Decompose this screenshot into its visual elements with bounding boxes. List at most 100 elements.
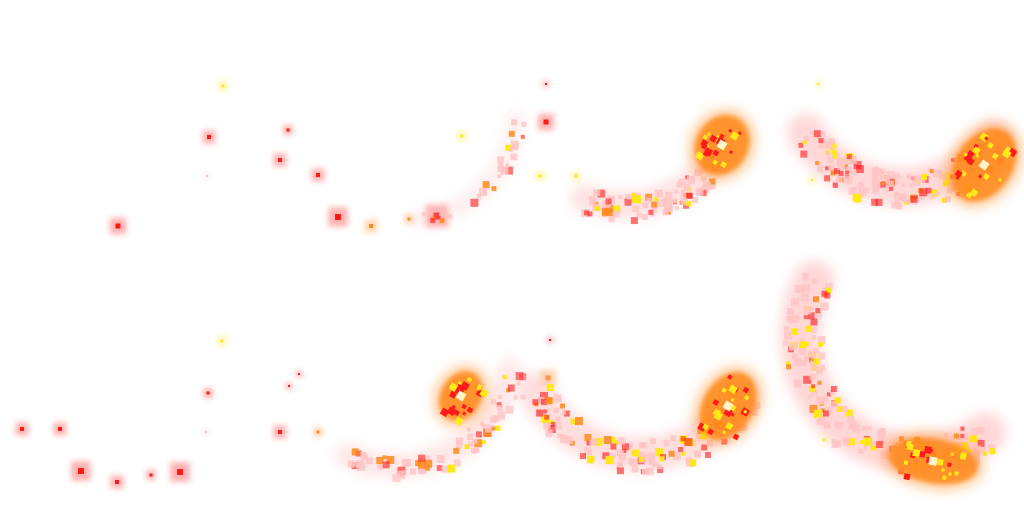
- ember-arc-fragment: [415, 460, 422, 467]
- ember-arc-fragment: [894, 173, 901, 180]
- ember: [278, 158, 282, 162]
- ember-arc-fragment: [638, 456, 644, 462]
- sprite-frame-row1-frame4: [787, 80, 1023, 210]
- ember-arc-fragment: [821, 395, 828, 402]
- ember: [221, 84, 225, 88]
- sprite-frame-row1-frame2: [273, 110, 527, 233]
- ember-arc-fragment: [554, 422, 562, 430]
- fireball-head-pixel: [439, 407, 450, 418]
- ember-arc-fragment: [784, 331, 793, 340]
- fireball-head-pixel: [737, 131, 742, 136]
- ember-arc-fragment: [672, 198, 677, 204]
- ember-arc-fragment: [802, 140, 807, 145]
- ember-arc-fragment: [815, 308, 821, 313]
- fireball-head-pixel: [966, 149, 975, 159]
- ember-arc-fragment: [641, 214, 648, 220]
- fireball-head-pixel: [986, 141, 994, 149]
- ember-arc-fragment: [680, 436, 686, 442]
- ember: [538, 174, 542, 178]
- ember-arc-fragment: [816, 417, 825, 426]
- ember-arc-fragment: [880, 169, 886, 175]
- ember-arc-fragment: [631, 195, 639, 203]
- ember-arc-fragment: [817, 131, 826, 140]
- ember-arc-fragment: [875, 198, 883, 206]
- ember-arc-fragment: [844, 437, 851, 444]
- ember-arc-fragment: [545, 397, 553, 404]
- fireball-head-pixel: [702, 423, 709, 431]
- ember-arc-fragment: [955, 433, 962, 440]
- ember-arc-fragment: [886, 180, 895, 189]
- ember: [574, 174, 578, 178]
- ember-arc-fragment: [848, 155, 857, 164]
- ember-arc-fragment: [586, 440, 592, 446]
- ember-arc-fragment: [918, 193, 925, 200]
- ember-arc-fragment: [560, 434, 566, 440]
- ember-arc-fragment: [837, 161, 846, 170]
- fireball-head: [693, 366, 763, 446]
- ember-arc-fragment: [810, 327, 817, 334]
- ember-arc-fragment: [970, 435, 978, 443]
- ember-arc-fragment: [646, 197, 652, 203]
- ember-arc-fragment: [551, 421, 556, 427]
- ember-arc-fragment: [843, 156, 852, 165]
- ember-arc-fragment: [935, 191, 940, 196]
- fireball-head-pixel: [950, 452, 955, 456]
- fireball-head-pixel: [727, 374, 733, 380]
- ember-arc-fragment: [830, 169, 837, 176]
- ember-arc-fragment: [832, 143, 837, 148]
- ember-arc-fragment: [799, 338, 805, 344]
- ember-arc-fragment: [377, 463, 384, 470]
- fireball-head-pixel: [712, 159, 718, 166]
- ember-arc-fragment: [835, 421, 843, 429]
- ember-arc-fragment: [878, 437, 885, 444]
- fireball-head-pixel: [448, 382, 459, 392]
- ember-arc-fragment: [689, 459, 697, 467]
- ember: [278, 430, 282, 434]
- ember-arc-fragment: [511, 119, 518, 126]
- ember-arc-fragment: [944, 433, 949, 438]
- ember-arc-fragment: [382, 455, 387, 460]
- ember-arc-fragment: [480, 421, 485, 426]
- ember-arc-fragment: [953, 433, 959, 439]
- fireball-head-pixel: [700, 142, 708, 150]
- ember-arc-fragment: [807, 351, 816, 360]
- ember: [177, 469, 183, 475]
- ember-arc-fragment: [418, 460, 427, 469]
- ember-arc-fragment: [825, 287, 831, 294]
- ember-arc-fragment: [786, 364, 792, 370]
- ember-arc-fragment: [891, 201, 899, 209]
- ember: [543, 119, 549, 125]
- ember-arc-fragment: [505, 144, 512, 151]
- ember-arc-fragment: [507, 384, 515, 392]
- fireball-head-pixel: [959, 453, 967, 460]
- ember-arc-fragment: [602, 452, 610, 460]
- ember-arc-fragment: [386, 455, 395, 464]
- fireball-head-pixel: [972, 146, 981, 155]
- ember: [823, 439, 825, 441]
- ember-arc-fragment: [909, 183, 914, 188]
- ember-arc-fragment: [360, 451, 367, 458]
- ember-arc-fragment: [481, 440, 486, 444]
- ember-arc-fragment: [970, 428, 978, 436]
- ember-arc-fragment: [612, 210, 620, 218]
- ember-arc-fragment: [803, 375, 812, 384]
- ember-arc-fragment: [805, 341, 809, 346]
- ember-arc-fragment: [680, 193, 687, 200]
- ember-arc-fragment: [662, 209, 669, 216]
- ember-arc-fragment: [801, 288, 806, 293]
- ember-arc-fragment: [809, 385, 815, 392]
- ember-arc-fragment: [793, 358, 802, 367]
- ember-arc-fragment: [804, 356, 811, 363]
- ember-arc-fragment: [846, 166, 853, 173]
- fireball-head-pixel: [906, 443, 914, 451]
- ember-arc-fragment: [817, 341, 823, 347]
- ember-arc-fragment: [622, 443, 629, 451]
- ember-arc-fragment: [906, 199, 912, 205]
- ember-arc-fragment: [885, 185, 892, 192]
- ember-arc-fragment: [473, 447, 480, 454]
- ember-arc-fragment: [801, 284, 810, 292]
- ember-arc-fragment: [659, 456, 665, 462]
- ember-arc-fragment: [880, 174, 885, 179]
- fireball-head-pixel: [903, 460, 909, 466]
